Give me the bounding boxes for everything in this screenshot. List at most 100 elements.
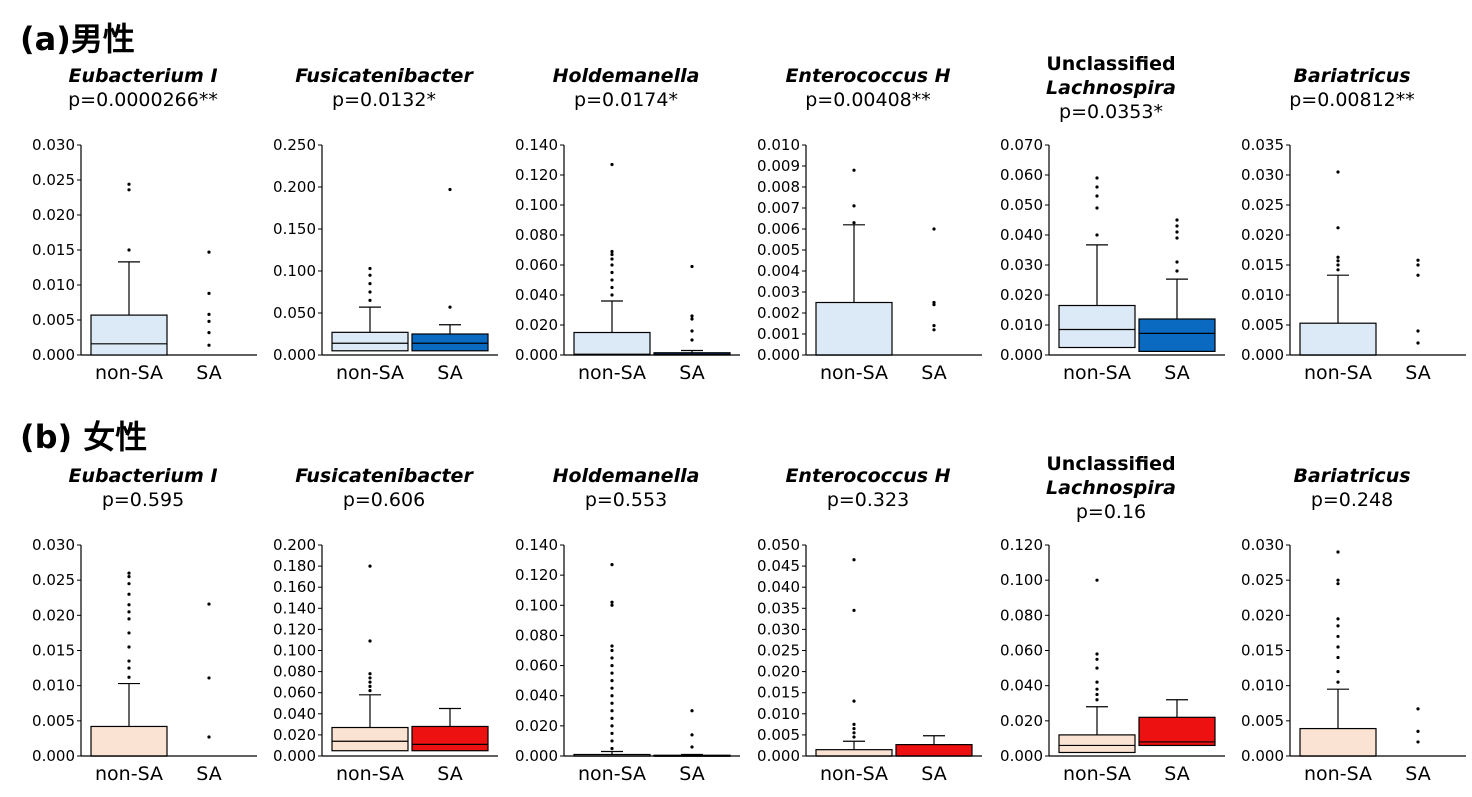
genus-prefix: Unclassified [1046,453,1176,475]
outlier-point [1095,652,1099,656]
y-tick-label: 0.120 [1000,536,1043,554]
outlier-point [1416,263,1420,267]
x-tick-label: SA [679,763,704,785]
y-tick-label: 0.000 [1241,346,1284,364]
outlier-point [368,266,372,271]
outlier-point [127,182,131,186]
outlier-point [127,610,131,614]
outlier-point [1336,170,1340,174]
outlier-point [127,571,131,575]
outlier-point [610,562,614,567]
outlier-point [1416,740,1420,744]
x-tick-label: SA [1164,362,1189,384]
outlier-point [1095,680,1099,684]
outlier-point [207,343,211,347]
outlier-point [1175,269,1179,273]
y-tick-label: 0.140 [273,599,316,617]
y-tick-label: 0.000 [32,747,75,765]
outlier-point [1336,582,1340,586]
outlier-point [127,645,131,649]
chart-title-female-6: Bariatricus p=0.248 [1232,464,1472,512]
outlier-point [610,694,614,698]
y-tick-label: 0.060 [1000,642,1043,660]
outlier-point [852,699,856,703]
outlier-point [207,602,211,606]
y-tick-label: 0.080 [1000,606,1043,624]
outlier-point [127,666,131,670]
y-tick-label: 0.005 [757,241,800,259]
outlier-point [1416,258,1420,262]
outlier-point [690,264,694,269]
y-tick-label: 0.140 [515,536,558,554]
x-tick-label: non-SA [578,362,646,384]
y-tick-label: 0.040 [1000,226,1043,244]
y-tick-label: 0.020 [757,663,800,681]
outlier-point [1336,226,1340,230]
genus-name: Holdemanella [552,465,700,487]
genus-prefix: Unclassified [1046,53,1176,75]
y-tick-label: 0.025 [32,171,75,189]
outlier-point [610,603,614,607]
outlier-point [610,644,614,648]
outlier-point [932,300,936,305]
outlier-point [1095,692,1099,697]
outlier-point [1095,578,1099,582]
p-value: p=0.0132* [332,89,436,111]
outlier-point [852,204,856,208]
y-tick-label: 0.050 [757,536,800,554]
x-tick-label: SA [921,362,946,384]
outlier-point [1095,233,1099,237]
p-value: p=0.0000266** [68,89,218,111]
outlier-point [368,688,372,693]
outlier-point [852,731,856,735]
y-tick-label: 0.000 [515,346,558,364]
y-tick-label: 0.025 [1241,196,1284,214]
outlier-point [368,684,372,688]
outlier-point [610,739,614,743]
outlier-point [690,709,694,713]
outlier-point [1416,273,1420,277]
y-tick-label: 0.250 [273,136,316,154]
p-value: p=0.00408** [805,89,931,111]
y-tick-label: 0.020 [1000,286,1043,304]
outlier-point [1175,218,1179,222]
chart-title-female-3: Holdemanella p=0.553 [506,464,746,512]
outlier-point [448,187,452,192]
chart-title-male-6: Bariatricus p=0.00812** [1232,64,1472,112]
box-SA [1138,716,1216,747]
y-tick-label: 0.025 [1241,571,1284,589]
outlier-point [1095,666,1099,670]
box-SA [411,725,489,752]
outlier-point [207,331,211,335]
outlier-point [1416,341,1420,345]
x-tick-label: non-SA [820,362,888,384]
y-tick-label: 0.100 [273,642,316,660]
outlier-point [690,338,694,342]
box-non-SA [90,725,168,757]
outlier-point [1336,670,1340,674]
y-tick-label: 0.070 [1000,136,1043,154]
outlier-point [1175,260,1179,264]
y-tick-label: 0.005 [757,726,800,744]
p-value: p=0.16 [1075,501,1147,523]
outlier-point [207,312,211,316]
box-non-SA [815,301,893,356]
y-tick-label: 0.005 [1241,712,1284,730]
y-tick-label: 0.100 [273,262,316,280]
outlier-point [610,679,614,683]
outlier-point [127,188,131,192]
section-title-male: (a)男性 [20,20,135,58]
outlier-point [610,278,614,282]
outlier-point [127,592,131,596]
outlier-point [932,227,936,231]
y-tick-label: 0.040 [273,705,316,723]
section-title-female: (b) 女性 [20,418,148,456]
outlier-point [932,328,936,332]
chart-title-male-5: Unclassified Lachnospira p=0.0353* [991,52,1231,124]
outlier-point [1336,550,1340,554]
y-tick-label: 0.200 [273,536,316,554]
outlier-point [852,221,856,225]
